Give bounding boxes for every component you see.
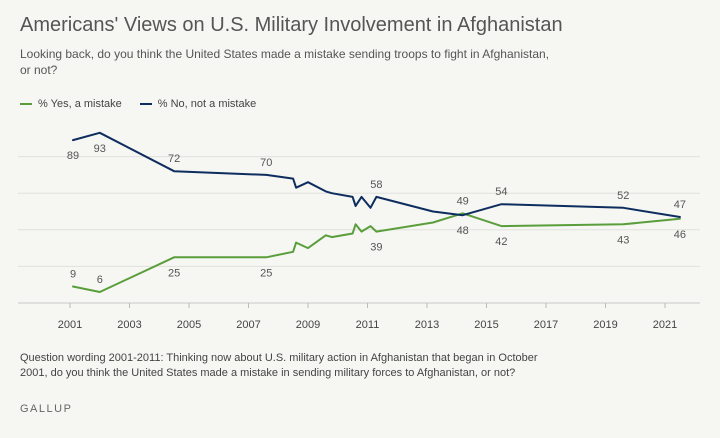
data-label-no-93: 93 bbox=[94, 143, 106, 155]
data-label-yes-49: 49 bbox=[457, 195, 469, 207]
legend-swatch-no bbox=[139, 103, 152, 105]
chart-title: Americans' Views on U.S. Military Involv… bbox=[20, 14, 563, 36]
x-tick-label-2003: 2003 bbox=[117, 319, 141, 331]
series-line-no bbox=[72, 131, 681, 218]
x-tick-label-2017: 2017 bbox=[534, 319, 558, 331]
data-label-yes-39: 39 bbox=[370, 242, 382, 254]
data-label-no-70: 70 bbox=[260, 157, 272, 169]
legend-item-no: % No, not a mistake bbox=[139, 98, 257, 110]
data-label-no-72: 72 bbox=[168, 153, 180, 165]
x-tick-label-2019: 2019 bbox=[593, 319, 617, 331]
data-label-yes-25: 25 bbox=[260, 267, 272, 279]
legend-label-no: % No, not a mistake bbox=[157, 98, 257, 110]
data-label-no-52: 52 bbox=[617, 190, 629, 202]
data-label-yes-46: 46 bbox=[674, 229, 686, 241]
data-label-yes-43: 43 bbox=[617, 234, 629, 246]
data-label-no-48: 48 bbox=[457, 225, 469, 237]
legend-item-yes: % Yes, a mistake bbox=[20, 98, 122, 110]
x-tick-label-2009: 2009 bbox=[296, 319, 320, 331]
data-label-yes-42: 42 bbox=[495, 236, 507, 248]
data-label-no-54: 54 bbox=[495, 186, 507, 198]
data-label-yes-25: 25 bbox=[168, 267, 180, 279]
x-tick-label-2015: 2015 bbox=[474, 319, 498, 331]
data-label-no-47: 47 bbox=[674, 199, 686, 211]
legend-swatch-yes bbox=[20, 103, 32, 105]
x-tick-label-2011: 2011 bbox=[356, 319, 380, 331]
x-tick-label-2005: 2005 bbox=[177, 319, 201, 331]
data-label-no-58: 58 bbox=[370, 179, 382, 191]
legend-label-yes: % Yes, a mistake bbox=[38, 98, 122, 110]
x-tick-label-2007: 2007 bbox=[236, 319, 260, 331]
source-brand: GALLUP bbox=[20, 403, 73, 415]
x-tick-label-2021: 2021 bbox=[653, 319, 677, 331]
data-label-no-89: 89 bbox=[67, 150, 79, 162]
chart-legend: % Yes, a mistake % No, not a mistake bbox=[20, 98, 256, 110]
data-label-yes-9: 9 bbox=[70, 269, 76, 281]
x-tick-label-2001: 2001 bbox=[58, 319, 82, 331]
chart-subtitle: Looking back, do you think the United St… bbox=[20, 47, 549, 77]
data-label-yes-6: 6 bbox=[97, 274, 103, 286]
question-wording-note: Question wording 2001-2011: Thinking now… bbox=[20, 352, 538, 379]
x-tick-label-2013: 2013 bbox=[415, 319, 439, 331]
series-line-yes bbox=[72, 212, 681, 293]
